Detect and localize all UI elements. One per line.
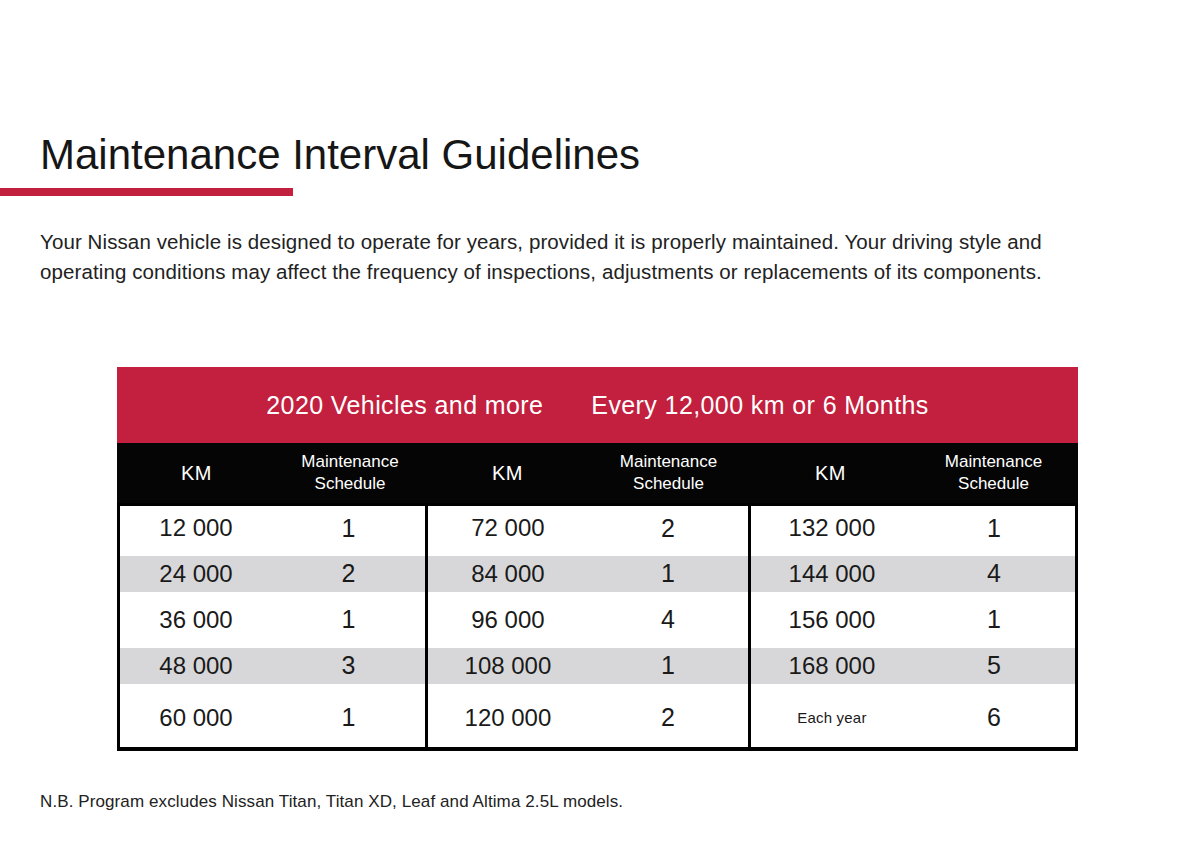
schedule-cell: 1: [272, 505, 426, 551]
maintenance-table: 2020 Vehicles and more Every 12,000 km o…: [117, 367, 1078, 751]
intro-paragraph: Your Nissan vehicle is designed to opera…: [40, 227, 1124, 287]
km-cell: 132 000: [749, 505, 913, 551]
each-year-cell: Each year: [749, 689, 913, 749]
km-cell: 120 000: [426, 689, 588, 749]
schedule-cell: 5: [913, 643, 1077, 689]
table-row: 36 000 1 96 000 4 156 000 1: [119, 597, 1077, 643]
banner-right-label: Every 12,000 km or 6 Months: [591, 391, 928, 420]
km-cell: 144 000: [749, 551, 913, 597]
column-header-km-3: KM: [749, 462, 912, 484]
km-cell: 24 000: [119, 551, 272, 597]
schedule-cell: 2: [588, 689, 750, 749]
column-header-schedule-2: Maintenance Schedule: [588, 451, 749, 495]
slide-page: Maintenance Interval Guidelines Your Nis…: [0, 0, 1188, 864]
km-cell: 36 000: [119, 597, 272, 643]
schedule-cell: 2: [272, 551, 426, 597]
km-cell: 48 000: [119, 643, 272, 689]
km-cell: 168 000: [749, 643, 913, 689]
schedule-cell: 3: [272, 643, 426, 689]
page-title: Maintenance Interval Guidelines: [40, 133, 640, 177]
schedule-cell: 1: [588, 643, 750, 689]
km-cell: 108 000: [426, 643, 588, 689]
banner-left-label: 2020 Vehicles and more: [266, 391, 543, 420]
table-banner: 2020 Vehicles and more Every 12,000 km o…: [117, 367, 1078, 443]
km-cell: 84 000: [426, 551, 588, 597]
schedule-cell: 1: [272, 597, 426, 643]
table-row: 60 000 1 120 000 2 Each year 6: [119, 689, 1077, 749]
maintenance-table-body: 12 000 1 72 000 2 132 000 1 24 000 2 84 …: [117, 503, 1078, 751]
table-row: 24 000 2 84 000 1 144 000 4: [119, 551, 1077, 597]
schedule-cell: 1: [913, 597, 1077, 643]
schedule-cell: 1: [913, 505, 1077, 551]
table-row: 12 000 1 72 000 2 132 000 1: [119, 505, 1077, 551]
schedule-cell: 1: [588, 551, 750, 597]
schedule-cell: 6: [913, 689, 1077, 749]
column-header-km-1: KM: [120, 462, 273, 484]
column-header-schedule-1: Maintenance Schedule: [273, 451, 427, 495]
table-row: 48 000 3 108 000 1 168 000 5: [119, 643, 1077, 689]
column-header-schedule-3: Maintenance Schedule: [912, 451, 1075, 495]
footnote: N.B. Program excludes Nissan Titan, Tita…: [40, 792, 623, 812]
table-column-headers: KM Maintenance Schedule KM Maintenance S…: [117, 443, 1078, 503]
schedule-cell: 2: [588, 505, 750, 551]
title-underline-bar: [0, 188, 293, 196]
km-cell: 60 000: [119, 689, 272, 749]
schedule-cell: 4: [913, 551, 1077, 597]
schedule-cell: 1: [272, 689, 426, 749]
km-cell: 72 000: [426, 505, 588, 551]
km-cell: 96 000: [426, 597, 588, 643]
km-cell: 12 000: [119, 505, 272, 551]
column-header-km-2: KM: [427, 462, 588, 484]
km-cell: 156 000: [749, 597, 913, 643]
schedule-cell: 4: [588, 597, 750, 643]
